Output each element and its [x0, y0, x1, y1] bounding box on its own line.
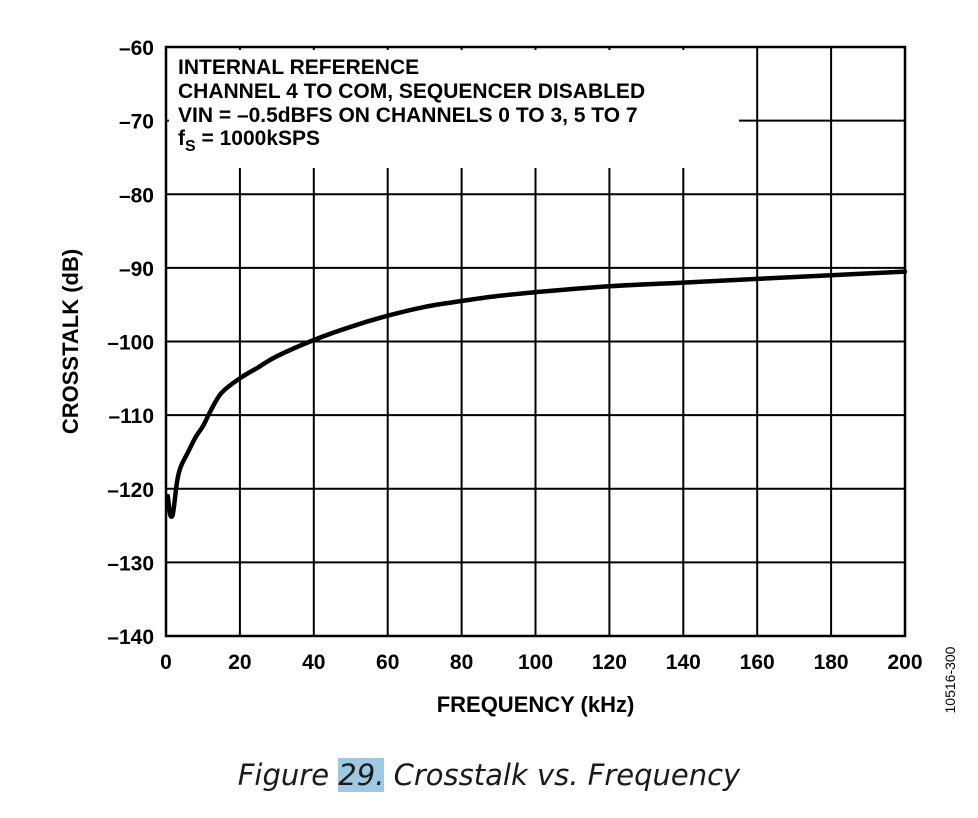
caption-prefix: Figure: [237, 758, 339, 792]
x-tick-label: 100: [518, 651, 553, 674]
annotation-line-3: VIN = –0.5dBFS ON CHANNELS 0 TO 3, 5 TO …: [178, 104, 638, 127]
annotation-line-2: CHANNEL 4 TO COM, SEQUENCER DISABLED: [178, 80, 645, 103]
plot-frame: [164, 45, 907, 638]
x-tick-label: 40: [302, 651, 325, 674]
crosstalk-series-line: [165, 269, 908, 519]
annotation-line-4: fS = 1000kSPS: [178, 127, 320, 155]
figure-caption: Figure 29. Crosstalk vs. Frequency: [0, 758, 978, 792]
y-tick-label: –140: [107, 626, 154, 649]
y-tick-label: –120: [107, 479, 154, 502]
fs-subscript: S: [185, 138, 196, 155]
y-axis-label: CROSSTALK (dB): [58, 249, 83, 434]
x-tick-label: 160: [740, 651, 775, 674]
crosstalk-chart: INTERNAL REFERENCE CHANNEL 4 TO COM, SEQ…: [58, 37, 958, 717]
y-tick-label: –130: [107, 552, 154, 575]
fs-value: = 1000kSPS: [196, 127, 320, 150]
x-tick-label: 120: [592, 651, 627, 674]
x-tick-label: 140: [666, 651, 701, 674]
x-tick-label: 20: [228, 651, 251, 674]
y-tick-label: –100: [107, 332, 154, 355]
x-axis-label: FREQUENCY (kHz): [437, 692, 635, 717]
y-tick-label: –110: [108, 405, 154, 428]
y-tick-label: –80: [119, 184, 154, 207]
fs-main: f: [178, 127, 186, 150]
caption-figure-number: 29.: [338, 758, 385, 792]
x-tick-label: 180: [814, 651, 849, 674]
y-tick-label: –70: [119, 111, 154, 134]
annotation-background: [169, 50, 739, 168]
x-tick-label: 60: [376, 651, 399, 674]
x-tick-label: 80: [450, 651, 473, 674]
caption-text: Crosstalk vs. Frequency: [384, 758, 741, 792]
x-tick-labels: 0 20 40 60 80 100 120 140 160 180 200: [160, 651, 922, 674]
x-tick-label: 200: [887, 651, 922, 674]
y-tick-label: –60: [119, 37, 154, 60]
annotation-box: INTERNAL REFERENCE CHANNEL 4 TO COM, SEQ…: [169, 50, 739, 168]
y-tick-labels: –140 –130 –120 –110 –100 –90 –80 –70 –60: [107, 37, 154, 649]
annotation-line-1: INTERNAL REFERENCE: [178, 56, 419, 79]
y-tick-label: –90: [119, 258, 154, 281]
x-tick-label: 0: [160, 651, 172, 674]
figure-id: 10516-300: [942, 646, 958, 713]
